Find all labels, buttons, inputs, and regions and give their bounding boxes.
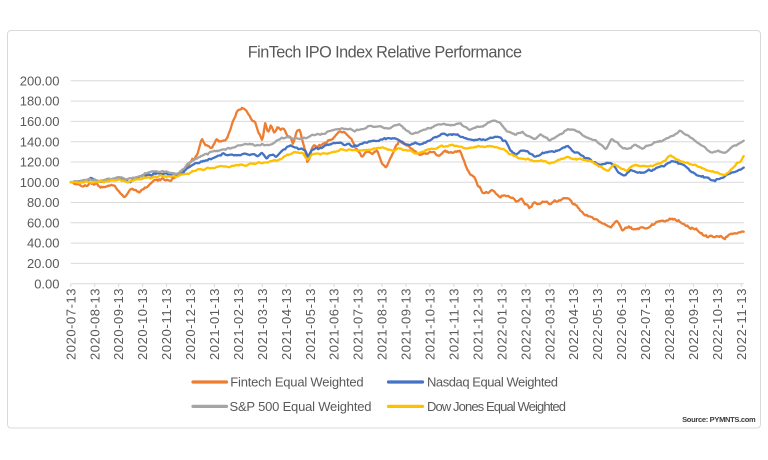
svg-text:Dow Jones Equal Weighted: Dow Jones Equal Weighted [427,399,566,414]
svg-text:2021-09-13: 2021-09-13 [399,289,414,361]
svg-text:140.00: 140.00 [20,134,60,149]
svg-text:80.00: 80.00 [27,195,60,210]
svg-text:2022-07-13: 2022-07-13 [638,289,653,361]
svg-text:FinTech IPO Index Relative Per: FinTech IPO Index Relative Performance [248,44,522,62]
svg-text:2021-04-13: 2021-04-13 [279,289,294,361]
svg-text:180.00: 180.00 [20,94,60,109]
svg-text:160.00: 160.00 [20,114,60,129]
svg-text:2022-01-13: 2022-01-13 [494,289,509,361]
svg-text:Source: PYMNTS.com: Source: PYMNTS.com [682,415,756,424]
svg-text:60.00: 60.00 [27,215,60,230]
svg-text:2021-11-13: 2021-11-13 [446,289,461,361]
svg-text:2022-11-13: 2022-11-13 [734,289,749,361]
svg-text:120.00: 120.00 [20,155,60,170]
svg-text:2020-10-13: 2020-10-13 [135,289,150,361]
svg-text:2020-12-13: 2020-12-13 [183,289,198,361]
svg-text:20.00: 20.00 [27,256,60,271]
svg-text:2020-09-13: 2020-09-13 [111,289,126,361]
svg-text:2021-12-13: 2021-12-13 [470,289,485,361]
svg-text:2022-02-13: 2022-02-13 [518,289,533,361]
svg-text:2020-08-13: 2020-08-13 [87,289,102,361]
svg-text:Nasdaq Equal Weighted: Nasdaq Equal Weighted [427,374,558,389]
svg-text:2021-10-13: 2021-10-13 [422,289,437,361]
svg-text:2022-08-13: 2022-08-13 [662,289,677,361]
svg-text:2022-09-13: 2022-09-13 [686,289,701,361]
svg-text:2022-04-13: 2022-04-13 [566,289,581,361]
svg-text:2021-07-13: 2021-07-13 [351,289,366,361]
svg-text:Fintech Equal Weighted: Fintech Equal Weighted [230,374,363,389]
svg-text:100.00: 100.00 [20,175,60,190]
svg-text:S&P 500 Equal Weighted: S&P 500 Equal Weighted [230,399,372,414]
svg-text:2021-02-13: 2021-02-13 [231,289,246,361]
svg-text:2020-11-13: 2020-11-13 [159,289,174,361]
svg-text:2022-03-13: 2022-03-13 [542,289,557,361]
svg-text:2022-06-13: 2022-06-13 [614,289,629,361]
svg-text:2022-05-13: 2022-05-13 [590,289,605,361]
svg-text:40.00: 40.00 [27,236,60,251]
svg-text:200.00: 200.00 [20,73,60,88]
svg-text:2021-05-13: 2021-05-13 [303,289,318,361]
svg-text:2020-07-13: 2020-07-13 [63,289,78,361]
svg-text:2021-03-13: 2021-03-13 [255,289,270,361]
svg-text:2021-01-13: 2021-01-13 [207,289,222,361]
svg-text:2022-10-13: 2022-10-13 [710,289,725,361]
svg-text:2021-08-13: 2021-08-13 [375,289,390,361]
svg-text:2021-06-13: 2021-06-13 [327,289,342,361]
svg-text:0.00: 0.00 [34,276,59,291]
